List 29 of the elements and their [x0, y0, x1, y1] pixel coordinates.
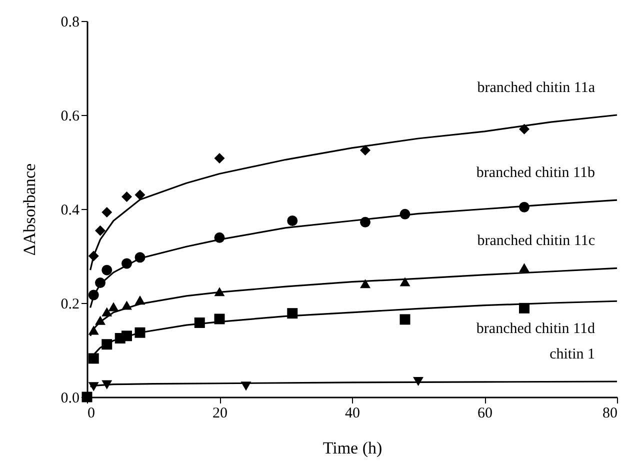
point: [400, 277, 410, 286]
x-tick-label: 60: [478, 406, 492, 422]
point: [214, 152, 225, 164]
point: [400, 314, 410, 325]
x-axis-title: Time (h): [322, 438, 382, 458]
y-tick-label: 0.4: [60, 202, 80, 218]
point: [519, 263, 530, 272]
point: [287, 216, 298, 226]
y-tick-label: 0.0: [60, 390, 80, 406]
y-tick-label: 0.6: [60, 108, 80, 124]
x-tick-label: 40: [345, 406, 360, 422]
point: [102, 264, 112, 276]
y-axis-title: ΔAbsorbance: [20, 163, 39, 256]
point: [108, 302, 119, 312]
series-label: branched chitin 11a: [477, 80, 596, 96]
point: [95, 225, 106, 236]
point: [102, 207, 112, 218]
x-tick-label: 0: [88, 406, 95, 422]
y-tick-label: 0.2: [60, 296, 80, 312]
point: [122, 192, 132, 202]
series-label: branched chitin 11c: [477, 233, 596, 250]
y-tick-label: 0.8: [60, 14, 80, 30]
point: [134, 190, 146, 200]
x-tick-label: 80: [602, 406, 618, 422]
series-label: chitin 1: [550, 346, 595, 362]
series-label: branched chitin 11d: [476, 321, 596, 338]
point: [360, 145, 370, 156]
series-label: branched chitin 11b: [476, 165, 595, 182]
x-tick-label: 20: [212, 406, 228, 422]
